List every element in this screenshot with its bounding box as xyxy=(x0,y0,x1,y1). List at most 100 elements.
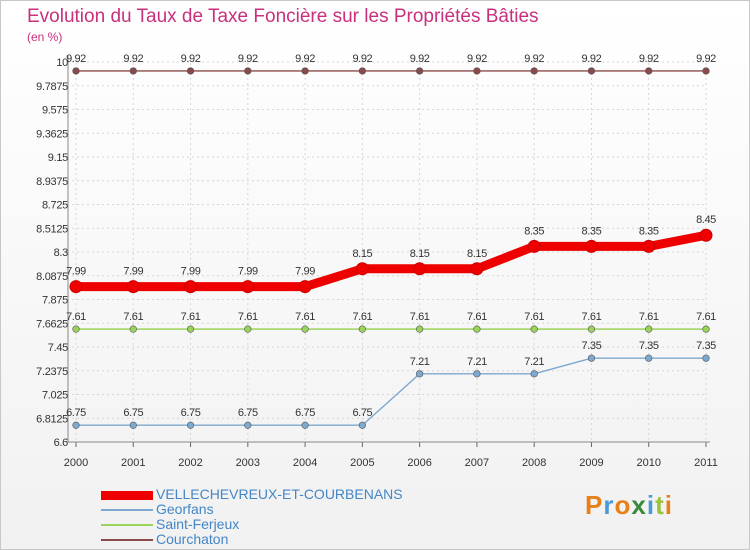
x-tick-label: 2003 xyxy=(236,457,260,469)
data-point xyxy=(301,421,309,429)
chart-title: Evolution du Taux de Taxe Foncière sur l… xyxy=(27,6,539,27)
y-axis-unit: (en %) xyxy=(27,30,63,44)
data-label: 9.92 xyxy=(238,53,258,65)
data-point xyxy=(530,67,538,75)
data-point xyxy=(416,67,424,75)
data-label: 9.92 xyxy=(295,53,315,65)
data-label: 6.75 xyxy=(66,407,86,419)
data-point xyxy=(584,239,598,253)
y-tick-label: 9.3625 xyxy=(36,128,68,140)
data-point xyxy=(244,325,252,333)
data-label: 9.92 xyxy=(467,53,487,65)
data-label: 9.92 xyxy=(66,53,86,65)
data-point xyxy=(129,421,137,429)
data-label: 8.15 xyxy=(410,248,430,260)
x-tick-label: 2000 xyxy=(64,457,88,469)
data-label: 7.99 xyxy=(238,266,258,278)
data-label: 6.75 xyxy=(123,407,143,419)
data-point xyxy=(241,280,255,294)
data-label: 7.61 xyxy=(696,311,716,323)
data-label: 9.92 xyxy=(524,53,544,65)
series-line xyxy=(71,230,711,292)
data-label: 7.61 xyxy=(410,311,430,323)
data-point xyxy=(473,370,481,378)
data-point xyxy=(645,325,653,333)
data-label: 9.92 xyxy=(696,53,716,65)
data-point xyxy=(186,325,195,333)
legend-label: Courchaton xyxy=(156,531,229,547)
legend-item: Georfans xyxy=(101,501,431,519)
data-label: 7.99 xyxy=(295,266,315,278)
data-point xyxy=(69,280,83,294)
data-label: 7.61 xyxy=(352,311,372,323)
x-tick-label: 2008 xyxy=(522,457,546,469)
legend-swatch xyxy=(101,524,153,526)
x-tick-label: 2005 xyxy=(350,457,374,469)
data-label: 8.35 xyxy=(639,225,659,237)
data-point xyxy=(702,354,710,362)
data-label: 7.61 xyxy=(639,311,659,323)
data-point xyxy=(527,239,541,253)
data-point xyxy=(186,67,195,75)
data-point xyxy=(587,67,596,75)
data-point xyxy=(358,325,366,333)
x-tick-label: 2002 xyxy=(178,457,202,469)
data-point xyxy=(244,67,252,75)
data-point xyxy=(530,370,538,378)
data-label: 8.35 xyxy=(524,225,544,237)
data-label: 7.21 xyxy=(410,356,430,368)
y-tick-label: 7.875 xyxy=(42,295,68,307)
data-label: 7.35 xyxy=(639,340,659,352)
data-label: 9.92 xyxy=(639,53,659,65)
data-label: 8.15 xyxy=(467,248,487,260)
data-label: 7.61 xyxy=(238,311,258,323)
legend-swatch xyxy=(101,539,153,541)
series-line xyxy=(75,357,707,426)
data-label: 6.75 xyxy=(238,407,258,419)
legend-label: Georfans xyxy=(156,501,214,517)
data-point xyxy=(530,325,538,333)
data-label: 8.45 xyxy=(696,214,716,226)
legend-item: Saint-Ferjeux xyxy=(101,516,431,534)
y-tick-label: 7.2375 xyxy=(36,366,68,378)
data-label: 9.92 xyxy=(123,53,143,65)
x-tick-label: 2009 xyxy=(579,457,603,469)
data-label: 7.21 xyxy=(524,356,544,368)
data-point xyxy=(416,325,424,333)
data-label: 7.61 xyxy=(66,311,86,323)
data-label: 8.35 xyxy=(582,225,602,237)
data-point xyxy=(72,325,80,333)
data-label: 9.92 xyxy=(582,53,602,65)
y-tick-label: 8.5125 xyxy=(36,223,68,235)
data-point xyxy=(473,325,481,333)
data-label: 7.61 xyxy=(524,311,544,323)
data-point xyxy=(358,67,366,75)
data-label: 7.99 xyxy=(123,266,143,278)
data-point xyxy=(416,370,424,378)
data-point xyxy=(358,421,366,429)
y-tick-label: 7.45 xyxy=(48,342,68,354)
data-label: 7.21 xyxy=(467,356,487,368)
y-tick-label: 6.8125 xyxy=(36,413,68,425)
data-point xyxy=(702,67,710,75)
data-point xyxy=(72,421,80,429)
data-point xyxy=(298,280,312,294)
data-label: 7.61 xyxy=(295,311,315,323)
y-tick-label: 8.725 xyxy=(42,200,68,212)
data-point xyxy=(413,262,427,276)
y-tick-label: 8.9375 xyxy=(36,176,68,188)
data-point xyxy=(645,67,653,75)
data-label: 9.92 xyxy=(352,53,372,65)
legend-swatch xyxy=(101,490,153,500)
legend-label: VELLECHEVREUX-ET-COURBENANS xyxy=(156,486,403,502)
y-tick-label: 9.7875 xyxy=(36,81,68,93)
x-tick-label: 2006 xyxy=(407,457,431,469)
data-point xyxy=(129,67,137,75)
data-point xyxy=(126,280,140,294)
legend-item: VELLECHEVREUX-ET-COURBENANS xyxy=(101,486,431,504)
x-tick-label: 2001 xyxy=(121,457,145,469)
data-point xyxy=(699,228,713,242)
data-label: 6.75 xyxy=(181,407,201,419)
